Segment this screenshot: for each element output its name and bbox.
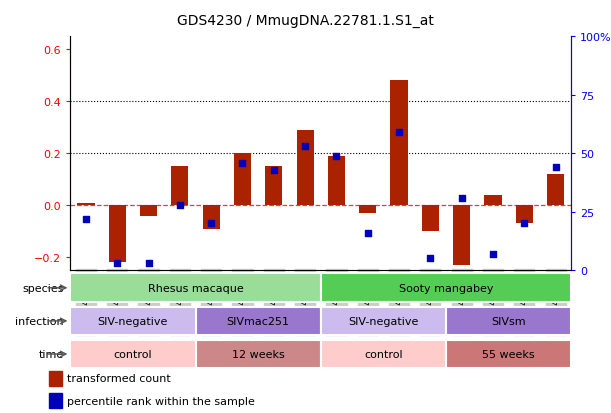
Point <box>551 164 560 171</box>
Bar <box>453 206 470 265</box>
Bar <box>446 307 571 335</box>
Bar <box>196 340 321 368</box>
Text: transformed count: transformed count <box>67 373 171 383</box>
Point <box>269 167 279 173</box>
Point <box>519 221 529 227</box>
Bar <box>321 307 446 335</box>
Bar <box>203 206 220 229</box>
Bar <box>359 206 376 214</box>
Text: 12 weeks: 12 weeks <box>232 349 285 359</box>
Text: 55 weeks: 55 weeks <box>482 349 535 359</box>
Text: SIVsm: SIVsm <box>491 316 526 326</box>
Bar <box>296 131 313 206</box>
Point <box>363 230 373 237</box>
Bar <box>70 340 196 368</box>
Bar <box>109 206 126 263</box>
Point <box>112 260 122 267</box>
Point <box>207 221 216 227</box>
Text: control: control <box>114 349 152 359</box>
Point <box>425 256 435 262</box>
Bar <box>446 340 571 368</box>
Point <box>488 251 498 257</box>
Bar <box>485 195 502 206</box>
Point <box>332 153 342 159</box>
Point <box>300 144 310 150</box>
Text: control: control <box>364 349 403 359</box>
Bar <box>78 203 95 206</box>
Bar <box>547 175 564 206</box>
Point <box>394 130 404 136</box>
Bar <box>140 206 157 216</box>
Text: infection: infection <box>15 316 64 326</box>
Text: SIVmac251: SIVmac251 <box>227 316 290 326</box>
Bar <box>390 81 408 206</box>
Bar <box>328 157 345 206</box>
Bar <box>516 206 533 224</box>
Bar <box>49 393 62 408</box>
Text: Rhesus macaque: Rhesus macaque <box>148 283 243 293</box>
Text: species: species <box>23 283 64 293</box>
Point <box>175 202 185 209</box>
Text: Sooty mangabey: Sooty mangabey <box>399 283 493 293</box>
Text: SIV-negative: SIV-negative <box>98 316 168 326</box>
Text: SIV-negative: SIV-negative <box>348 316 419 326</box>
Bar <box>265 167 282 206</box>
Bar <box>70 274 321 302</box>
Bar <box>49 371 62 386</box>
Bar <box>171 167 188 206</box>
Point <box>457 195 467 202</box>
Bar <box>321 274 571 302</box>
Bar <box>70 307 196 335</box>
Text: percentile rank within the sample: percentile rank within the sample <box>67 396 255 406</box>
Text: GDS4230 / MmugDNA.22781.1.S1_at: GDS4230 / MmugDNA.22781.1.S1_at <box>177 14 434 28</box>
Point <box>81 216 91 223</box>
Bar <box>321 340 446 368</box>
Bar <box>422 206 439 232</box>
Bar <box>196 307 321 335</box>
Bar <box>234 154 251 206</box>
Point <box>144 260 153 267</box>
Point <box>238 160 247 166</box>
Text: time: time <box>38 349 64 359</box>
